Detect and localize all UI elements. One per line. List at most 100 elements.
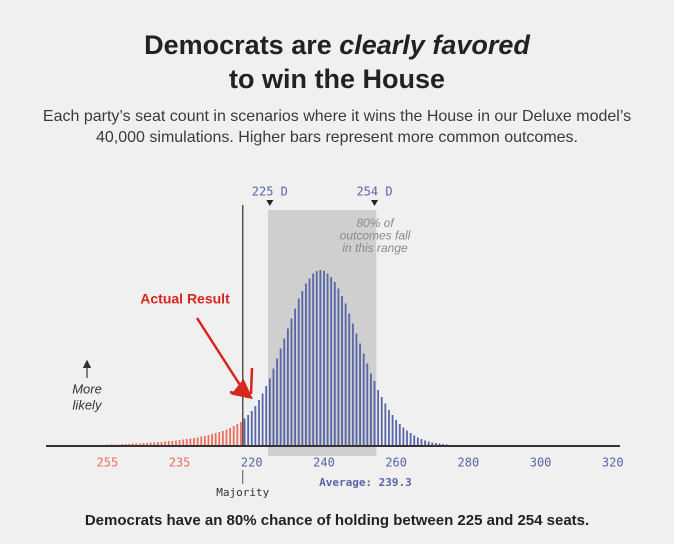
majority-label: Majority: [216, 486, 269, 499]
bar: [333, 282, 336, 446]
bar: [388, 410, 390, 446]
bar: [373, 381, 376, 446]
bar: [305, 283, 307, 446]
bar: [149, 442, 152, 446]
bar: [218, 432, 221, 446]
bar: [337, 288, 340, 446]
bar: [164, 441, 167, 446]
bar: [243, 418, 246, 446]
bar: [283, 338, 286, 446]
bar: [319, 270, 322, 446]
title-part: Democrats are: [144, 30, 340, 60]
bar: [370, 373, 372, 446]
title-part: clearly favored: [339, 30, 530, 60]
bar: [175, 440, 177, 446]
range-label: 225 D: [252, 185, 288, 199]
bar: [196, 437, 199, 446]
bar: [413, 435, 416, 446]
bar: [355, 333, 358, 446]
x-tick-label: 240: [313, 456, 335, 470]
bar: [214, 433, 217, 446]
bar: [276, 358, 278, 446]
x-tick-label: 255: [97, 456, 119, 470]
bar: [236, 424, 239, 446]
bar: [225, 429, 228, 446]
bar: [211, 434, 213, 446]
bar: [427, 441, 430, 446]
bar: [135, 443, 138, 446]
range-note: in this range: [342, 241, 408, 255]
bar: [348, 313, 351, 446]
bar: [153, 442, 156, 446]
bar: [297, 298, 300, 446]
bar: [182, 439, 185, 446]
title-part: to win the House: [229, 64, 445, 94]
average-label: Average: 239.3: [319, 476, 412, 489]
bar: [131, 443, 134, 446]
annotation-arrow: [195, 317, 253, 400]
bar: [268, 378, 271, 446]
bar: [142, 443, 145, 446]
bar: [434, 443, 437, 446]
bar: [254, 406, 257, 446]
bar: [330, 277, 333, 446]
subtitle: Each party’s seat count in scenarios whe…: [42, 108, 632, 146]
range-note: 80% of: [356, 216, 395, 230]
bar: [207, 435, 210, 446]
bar: [167, 441, 170, 446]
bar: [265, 386, 268, 446]
bar: [178, 440, 181, 446]
bar: [406, 430, 408, 446]
bar: [359, 343, 361, 446]
bar: [189, 438, 192, 446]
bar: [193, 438, 195, 446]
chart-title: Democrats are clearly favored to win the …: [0, 28, 674, 96]
annotation: Actual Result: [140, 291, 230, 307]
bar: [160, 442, 163, 446]
bar: [362, 353, 365, 446]
x-tick-label: 235: [169, 456, 191, 470]
bar: [323, 271, 325, 446]
bar: [272, 368, 275, 446]
bar: [438, 443, 441, 446]
footer: Democrats have an 80% chance of holding …: [84, 512, 590, 529]
bar: [395, 420, 398, 446]
bar: [308, 278, 311, 446]
bar: [286, 328, 289, 446]
bar: [261, 393, 264, 446]
annotation-arrow: [229, 390, 251, 399]
bar: [312, 273, 315, 446]
bar: [146, 443, 148, 446]
range-note: outcomes fall: [340, 229, 411, 243]
bar: [391, 415, 394, 446]
bar: [203, 436, 206, 446]
bar: [315, 271, 318, 446]
bar: [344, 303, 347, 446]
bar: [424, 440, 426, 446]
bar: [221, 431, 224, 446]
bar: [416, 437, 419, 446]
bar: [279, 348, 282, 446]
bar: [341, 296, 343, 446]
x-tick-label: 320: [602, 456, 624, 470]
annotation-arrow: [249, 367, 254, 395]
bar: [232, 426, 235, 446]
bar: [138, 443, 141, 446]
bar: [402, 427, 405, 446]
more-likely-text: likely: [73, 397, 103, 412]
bar: [384, 403, 387, 446]
x-tick-label: 260: [385, 456, 407, 470]
bar: [380, 397, 383, 446]
bar: [398, 424, 401, 446]
bar: [171, 441, 174, 446]
bar: [258, 400, 260, 446]
bar: [420, 439, 423, 446]
bar: [431, 442, 434, 446]
x-tick-label: 280: [458, 456, 480, 470]
range-marker: [266, 200, 274, 206]
bar: [200, 436, 203, 446]
x-tick-label: 220: [241, 456, 263, 470]
bar: [157, 442, 159, 446]
